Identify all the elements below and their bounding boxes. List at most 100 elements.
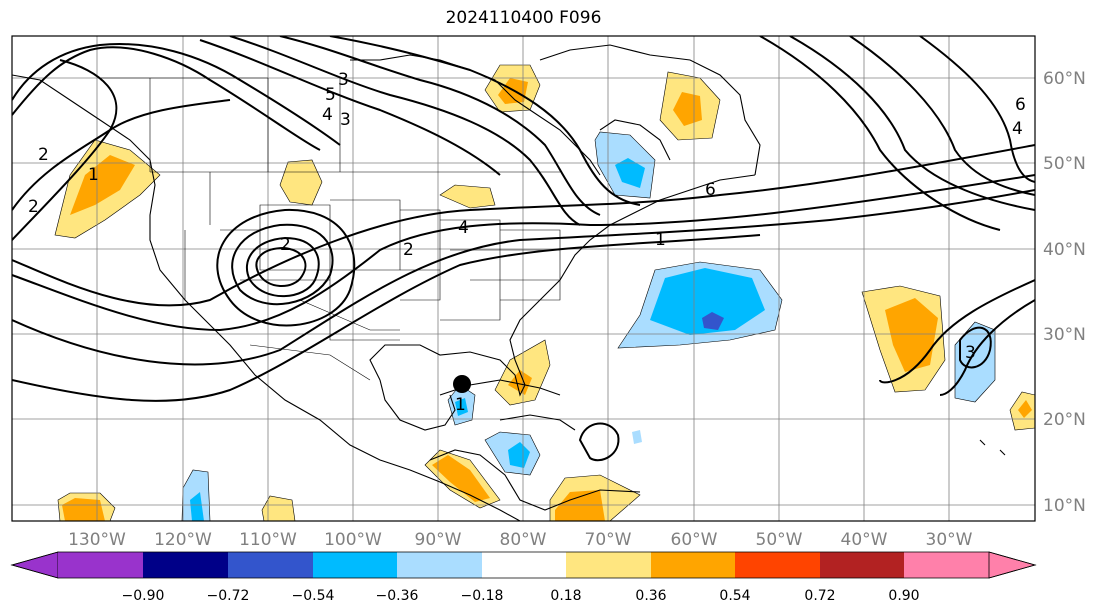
contour-5 — [231, 223, 334, 306]
shade-east-atlantic-light — [954, 321, 996, 403]
contour-16 — [12, 43, 341, 146]
contour-6 — [245, 236, 320, 298]
contour-24 — [578, 422, 620, 462]
colorbar-bin-10 — [820, 552, 904, 578]
map-title: 2024110400 F096 — [445, 8, 602, 28]
shade-pacific-nw-mid — [70, 155, 135, 215]
colorbar-bin-9 — [735, 552, 820, 578]
contour-label-group: 2 1 2 3 2 1 6 4 5 4 3 2 1 6 4 3 — [28, 70, 1026, 415]
colorbar-tick-10: 0.90 — [888, 588, 919, 604]
storm-center-marker — [453, 375, 471, 393]
contour-21 — [879, 279, 1035, 384]
contour-3 — [12, 59, 118, 241]
contour-9 — [12, 189, 1035, 366]
colorbar: −0.90 −0.72 −0.54 −0.36 −0.18 0.18 0.36 … — [10, 551, 1037, 604]
contour-label-13: 1 — [455, 395, 466, 415]
shade-gulf-mid — [455, 398, 468, 416]
lon-label-60w: 60°W — [671, 530, 718, 550]
colorbar-bin-8 — [651, 552, 735, 578]
lon-label-70w: 70°W — [585, 530, 632, 550]
colorbar-bin-4 — [313, 552, 397, 578]
colorbar-bin-5 — [397, 552, 482, 578]
lon-label-90w: 90°W — [415, 530, 462, 550]
contour-18 — [789, 36, 1035, 211]
contour-label-8: 4 — [1012, 119, 1023, 139]
shade-central-atlantic-strong — [702, 312, 724, 330]
lat-label-50n: 50°N — [1043, 154, 1086, 174]
shade-caribbean-mid — [508, 442, 530, 468]
latitude-labels: 60°N 50°N 40°N 30°N 20°N 10°N — [1043, 69, 1086, 516]
contour-4 — [12, 174, 1035, 332]
lon-label-100w: 100°W — [324, 530, 382, 550]
contour-label-4: 3 — [338, 70, 349, 90]
contour-20 — [919, 36, 1035, 183]
colorbar-tick-5: −0.18 — [461, 588, 504, 604]
colorbar-tick-2: −0.72 — [207, 588, 250, 604]
contour-label-11: 3 — [340, 110, 351, 130]
contour-23 — [959, 326, 992, 369]
contour-8 — [216, 208, 356, 327]
contour-11 — [199, 39, 501, 176]
lat-label-10n: 10°N — [1043, 496, 1086, 516]
political-borders — [98, 77, 561, 381]
contour-label-2: 1 — [88, 165, 99, 185]
colorbar-extend-high — [988, 551, 1037, 579]
colorbar-tick-6: 0.18 — [550, 588, 581, 604]
colorbar-bin-3 — [228, 552, 313, 578]
contour-15 — [12, 46, 321, 151]
lon-label-110w: 110°W — [239, 530, 297, 550]
shade-atlantic-east-mid — [885, 298, 938, 372]
shade-east-pacific-mid — [62, 498, 105, 521]
contour-13 — [279, 36, 601, 216]
lon-label-120w: 120°W — [154, 530, 212, 550]
shade-lesser-antilles-light — [632, 430, 642, 444]
shade-mex-pacific-light — [261, 495, 296, 521]
contour-label-14: 6 — [705, 180, 716, 200]
cool-anomaly-shading — [181, 131, 996, 521]
lon-label-40w: 40°W — [841, 530, 888, 550]
shade-florida-mid — [508, 370, 532, 395]
shade-far-east-mid — [1018, 400, 1032, 418]
contour-lines — [12, 36, 1035, 462]
lat-label-30n: 30°N — [1043, 325, 1086, 345]
contour-label-1: 2 — [28, 197, 39, 217]
shade-south-america-mid — [555, 490, 605, 521]
colorbar-extend-low — [10, 551, 59, 579]
shade-greatlakes-light — [439, 184, 496, 209]
lon-label-30w: 30°W — [926, 530, 973, 550]
colorbar-outline — [10, 551, 1037, 579]
lon-label-50w: 50°W — [756, 530, 803, 550]
contour-14 — [329, 36, 641, 206]
contour-label-16: 3 — [965, 343, 976, 363]
graticule — [12, 36, 1035, 521]
contour-17 — [759, 36, 1001, 231]
colorbar-bin-11 — [904, 552, 989, 578]
contour-7 — [255, 246, 307, 287]
lat-label-60n: 60°N — [1043, 69, 1086, 89]
warm-anomaly-shading — [54, 64, 1035, 521]
colorbar-tick-1: −0.90 — [122, 588, 165, 604]
lon-label-80w: 80°W — [500, 530, 547, 550]
contour-12 — [229, 36, 581, 226]
colorbar-tick-3: −0.54 — [292, 588, 335, 604]
colorbar-tick-8: 0.54 — [719, 588, 750, 604]
contour-10 — [12, 234, 761, 402]
lon-label-130w: 130°W — [68, 530, 126, 550]
shade-central-america-mid — [432, 455, 490, 502]
contour-label-5: 2 — [403, 240, 414, 260]
colorbar-tick-4: −0.36 — [376, 588, 419, 604]
colorbar-bin-1 — [58, 552, 143, 578]
shade-central-atlantic-mid — [650, 268, 765, 335]
lat-label-20n: 20°N — [1043, 410, 1086, 430]
contour-label-9: 5 — [325, 85, 336, 105]
shade-labrador-mid — [673, 92, 702, 126]
contour-label-7: 6 — [1015, 95, 1026, 115]
contour-19 — [849, 36, 1035, 196]
colorbar-tick-7: 0.36 — [635, 588, 666, 604]
contour-label-15: 4 — [458, 218, 469, 238]
lat-label-40n: 40°N — [1043, 240, 1086, 260]
contour-1 — [12, 144, 1035, 307]
contour-label-3: 2 — [38, 145, 49, 165]
colorbar-bin-2 — [143, 552, 228, 578]
